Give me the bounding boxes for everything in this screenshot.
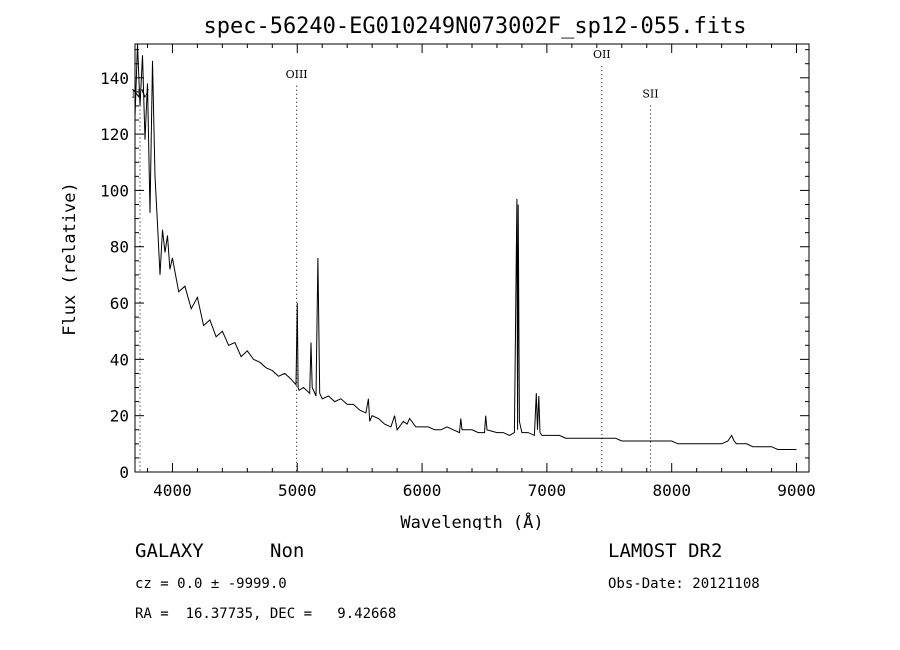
- plot-frame: [134, 43, 810, 473]
- spectrum-line: [134, 43, 797, 450]
- chart-title: spec-56240-EG010249N073002F_sp12-055.fit…: [203, 14, 746, 39]
- y-tick-label: 120: [100, 125, 129, 144]
- x-tick-label: 6000: [403, 481, 442, 500]
- y-tick-label: 40: [110, 350, 129, 369]
- redshift-text: cz = 0.0 ± -9999.0: [135, 576, 287, 592]
- x-tick-label: 7000: [528, 481, 567, 500]
- y-tick-label: 80: [110, 238, 129, 257]
- y-tick-label: 100: [100, 181, 129, 200]
- marker-label: SII: [642, 88, 658, 101]
- x-tick-label: 9000: [777, 481, 816, 500]
- y-tick-label: 60: [110, 294, 129, 313]
- object-class: GALAXY: [135, 540, 204, 562]
- x-axis: 4000 5000 6000 7000 8000 9000: [146, 44, 816, 500]
- y-tick-label: 0: [119, 463, 129, 482]
- x-axis-label: Wavelength (Å): [400, 511, 543, 530]
- x-tick-label: 5000: [278, 481, 317, 500]
- marker-label: OIII: [286, 68, 308, 81]
- y-axis-label: Flux (relative): [60, 182, 80, 336]
- y-tick-label: 140: [100, 69, 129, 88]
- spectrum-chart: spec-56240-EG010249N073002F_sp12-055.fit…: [60, 14, 816, 530]
- obs-date-text: Obs-Date: 20121108: [608, 576, 760, 592]
- y-tick-label: 20: [110, 407, 129, 426]
- coordinates-text: RA = 16.37735, DEC = 9.42668: [135, 606, 397, 622]
- marker-label: OII: [593, 48, 611, 61]
- object-subclass: Non: [270, 540, 305, 562]
- x-tick-label: 4000: [153, 481, 192, 500]
- x-tick-label: 8000: [652, 481, 691, 500]
- survey-name: LAMOST DR2: [608, 540, 723, 562]
- y-axis: 0 20 40 60 80 100 120 140: [100, 49, 809, 482]
